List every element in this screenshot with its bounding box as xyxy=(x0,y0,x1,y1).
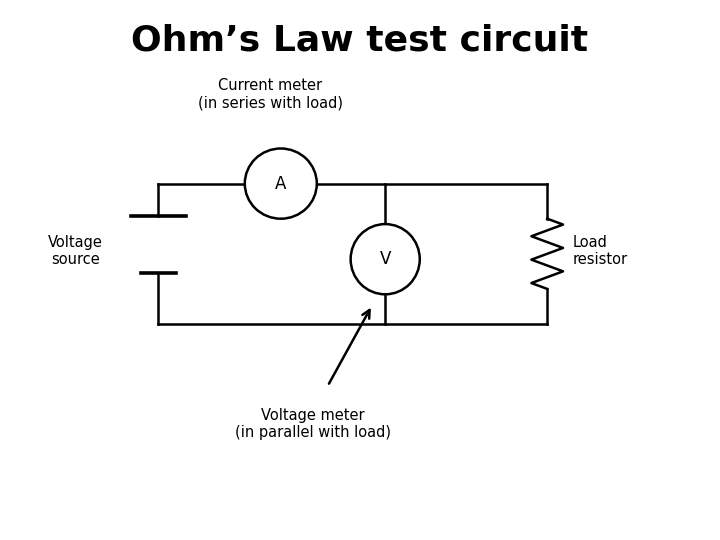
Text: Ohm’s Law test circuit: Ohm’s Law test circuit xyxy=(132,24,588,57)
Ellipse shape xyxy=(245,148,317,219)
Text: A: A xyxy=(275,174,287,193)
Ellipse shape xyxy=(351,224,420,294)
Text: V: V xyxy=(379,250,391,268)
Text: Voltage
source: Voltage source xyxy=(48,235,103,267)
Text: Current meter
(in series with load): Current meter (in series with load) xyxy=(197,78,343,111)
Text: Load
resistor: Load resistor xyxy=(572,235,628,267)
Text: Voltage meter
(in parallel with load): Voltage meter (in parallel with load) xyxy=(235,408,391,440)
